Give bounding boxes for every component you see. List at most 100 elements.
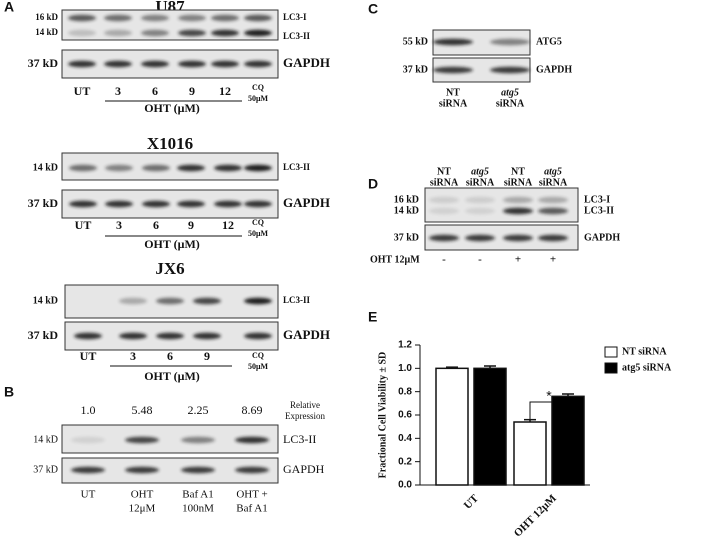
blot-band	[244, 200, 272, 208]
legend-label: NT siRNA	[622, 346, 667, 357]
blot-band	[105, 164, 133, 172]
treatment-label: OHT (μM)	[144, 369, 200, 383]
blot-band	[538, 196, 568, 204]
blot-band	[465, 234, 495, 242]
lane-label: siRNA	[439, 98, 468, 109]
y-tick-label: 1.0	[398, 363, 412, 374]
blot-band	[141, 60, 169, 68]
band-label: LC3-II	[283, 162, 311, 172]
lane-label: siRNA	[504, 177, 533, 188]
blot-band	[177, 200, 205, 208]
band-label: LC3-II	[584, 205, 614, 216]
panel-label: B	[4, 384, 14, 400]
blot-frame	[61, 9, 279, 41]
marker-label: 37 kD	[33, 464, 58, 475]
lane-label: 6	[152, 84, 158, 98]
lane-label: 6	[153, 218, 159, 232]
treatment-label: OHT (μM)	[144, 101, 200, 115]
blot-band	[104, 29, 132, 37]
blot-band	[68, 14, 96, 22]
band-label: GAPDH	[283, 55, 330, 70]
band-label: GAPDH	[584, 232, 620, 243]
blot-band	[244, 29, 272, 37]
blot-band	[193, 332, 221, 340]
blot-band	[69, 164, 97, 172]
bar	[435, 367, 469, 486]
panel-label: E	[368, 309, 377, 325]
blot-band	[214, 164, 242, 172]
blot-band	[465, 196, 495, 204]
x-tick-label: OHT 12μM	[512, 492, 560, 540]
lane-label: 12	[222, 218, 234, 232]
lane-label: 6	[167, 349, 173, 363]
blot-band	[214, 200, 242, 208]
lane-label: 50μM	[248, 229, 269, 238]
lane-label: OHT +	[236, 489, 267, 501]
blot-band	[244, 332, 272, 340]
blot-band	[211, 14, 239, 22]
blot-band	[244, 297, 272, 305]
blot-band	[429, 196, 459, 204]
sign-label: -	[478, 254, 482, 266]
blot-band	[119, 297, 147, 305]
lane-label: atg5	[501, 87, 519, 98]
lane-label: 3	[130, 349, 136, 363]
y-tick-label: 0.6	[398, 410, 412, 421]
relative-label: Relative	[290, 400, 320, 410]
lane-label: 3	[116, 218, 122, 232]
blot-band	[193, 297, 221, 305]
lane-label: Baf A1	[182, 489, 213, 501]
marker-label: 14 kD	[33, 434, 58, 445]
blot-band	[181, 466, 215, 474]
blot-band	[74, 332, 102, 340]
blot-band	[503, 234, 533, 242]
blot-band	[429, 234, 459, 242]
blot-frame	[64, 284, 279, 319]
blot-band	[125, 466, 159, 474]
blot-band	[211, 60, 239, 68]
lane-label: siRNA	[539, 177, 568, 188]
panel-label: D	[368, 176, 378, 192]
lane-label: 9	[189, 84, 195, 98]
lane-label: UT	[74, 84, 91, 98]
blot-band	[503, 207, 533, 215]
relative-value: 5.48	[132, 403, 153, 417]
lane-label: CQ	[252, 351, 264, 360]
marker-label: 16 kD	[35, 12, 58, 22]
lane-label: 12	[219, 84, 231, 98]
y-tick-label: 0.8	[398, 386, 412, 397]
blot-band	[433, 66, 473, 74]
relative-label: Expression	[285, 411, 325, 421]
marker-label: 14 kD	[35, 27, 58, 37]
blot-band	[490, 38, 530, 46]
lane-label: 3	[115, 84, 121, 98]
blot-band	[244, 14, 272, 22]
marker-label: 37 kD	[403, 64, 428, 75]
blot-band	[141, 29, 169, 37]
blot-band	[177, 164, 205, 172]
blot-band	[141, 14, 169, 22]
lane-label: UT	[80, 349, 97, 363]
panel-label: C	[368, 1, 378, 17]
legend-swatch	[604, 362, 618, 374]
blot-band	[181, 436, 215, 444]
blot-band	[503, 196, 533, 204]
y-tick-label: 0.0	[398, 480, 412, 491]
significance-label: *	[546, 388, 552, 404]
blot-band	[211, 29, 239, 37]
band-label: GAPDH	[536, 64, 572, 75]
band-label: LC3-II	[283, 295, 311, 305]
blot-band	[69, 200, 97, 208]
blot-band	[490, 66, 530, 74]
relative-value: 8.69	[242, 403, 263, 417]
sign-label: +	[550, 254, 556, 266]
y-axis-label: Fractional Cell Viability ± SD	[377, 352, 388, 479]
x-tick-label: UT	[462, 492, 482, 512]
blot-band	[156, 297, 184, 305]
band-label: LC3-I	[283, 12, 307, 22]
bar	[551, 395, 585, 486]
blot-band	[244, 60, 272, 68]
lane-label: 50μM	[248, 94, 269, 103]
marker-label: 14 kD	[33, 295, 58, 306]
